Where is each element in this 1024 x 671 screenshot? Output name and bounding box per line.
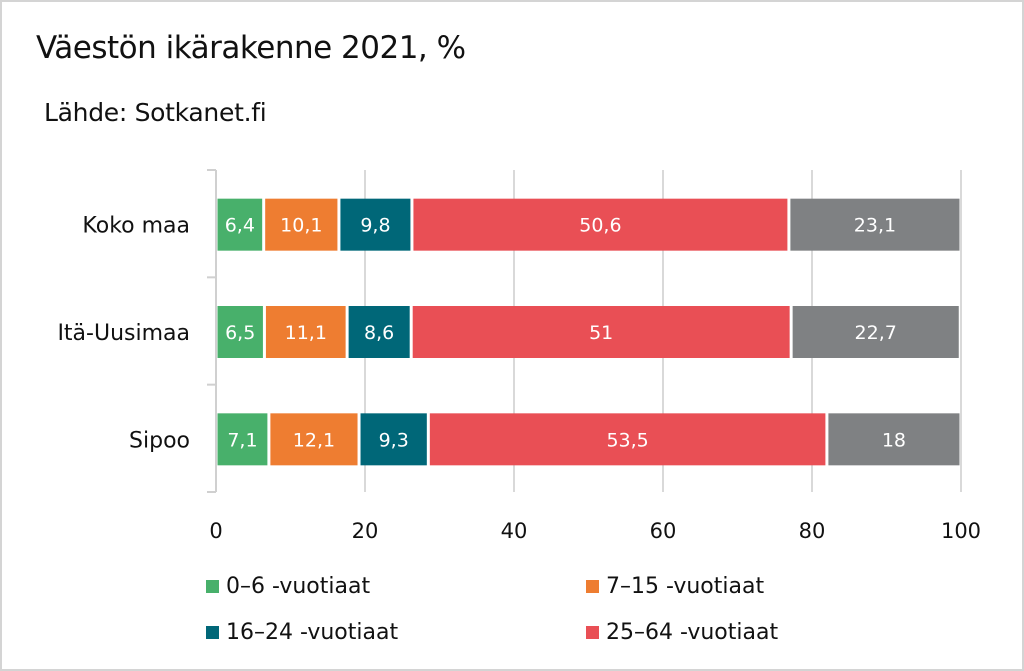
bar-segment bbox=[828, 413, 960, 466]
legend-swatch bbox=[586, 626, 599, 639]
x-tick-label: 100 bbox=[941, 519, 981, 543]
data-label: 10,1 bbox=[280, 215, 322, 237]
data-label: 11,1 bbox=[285, 322, 327, 344]
bar-segment bbox=[217, 413, 268, 466]
data-label: 22,7 bbox=[855, 322, 897, 344]
data-label: 23,1 bbox=[854, 215, 896, 237]
bar-segment bbox=[429, 413, 826, 466]
legend-item: 0–6 -vuotiaat bbox=[206, 574, 370, 599]
bar-segment bbox=[265, 198, 338, 251]
x-tick-label: 20 bbox=[352, 519, 379, 543]
bar-segment bbox=[412, 306, 790, 358]
data-label: 50,6 bbox=[579, 215, 621, 237]
bar-segment bbox=[792, 306, 959, 358]
data-label: 9,3 bbox=[379, 429, 409, 451]
chart-title: Väestön ikärakenne 2021, % bbox=[36, 30, 466, 66]
category-label: Koko maa bbox=[82, 214, 190, 239]
chart-subtitle: Lähde: Sotkanet.fi bbox=[44, 98, 267, 127]
category-label: Itä-Uusimaa bbox=[57, 321, 190, 346]
data-label: 9,8 bbox=[360, 215, 390, 237]
legend-swatch bbox=[586, 580, 599, 593]
data-label: 51 bbox=[589, 322, 613, 344]
legend-label: 25–64 -vuotiaat bbox=[606, 620, 779, 645]
legend-label: 16–24 -vuotiaat bbox=[226, 620, 399, 645]
legend-swatch bbox=[206, 626, 219, 639]
legend-swatch bbox=[206, 580, 219, 593]
data-label: 6,5 bbox=[225, 322, 255, 344]
legend-label: 7–15 -vuotiaat bbox=[606, 574, 765, 599]
data-label: 12,1 bbox=[293, 429, 335, 451]
legend-item: 7–15 -vuotiaat bbox=[586, 574, 764, 599]
bar-segment bbox=[348, 306, 410, 358]
bar-segment bbox=[790, 198, 960, 251]
data-label: 7,1 bbox=[227, 429, 257, 451]
bar-segment bbox=[270, 413, 358, 466]
data-label: 6,4 bbox=[225, 215, 255, 237]
category-label: Sipoo bbox=[129, 428, 190, 453]
data-label: 8,6 bbox=[364, 322, 394, 344]
x-tick-label: 40 bbox=[501, 519, 528, 543]
bar-segment bbox=[413, 198, 788, 251]
bar-segment bbox=[340, 198, 411, 251]
data-label: 53,5 bbox=[606, 429, 648, 451]
bar-segment bbox=[360, 413, 427, 466]
x-tick-label: 0 bbox=[209, 519, 222, 543]
bar-segment bbox=[265, 306, 346, 358]
bar-segment bbox=[217, 198, 263, 251]
x-tick-label: 60 bbox=[650, 519, 677, 543]
x-tick-label: 80 bbox=[799, 519, 826, 543]
data-label: 18 bbox=[882, 429, 906, 451]
legend-item: 25–64 -vuotiaat bbox=[586, 620, 778, 645]
bar-segment bbox=[217, 306, 263, 358]
legend-label: 0–6 -vuotiaat bbox=[226, 574, 371, 599]
legend-item: 16–24 -vuotiaat bbox=[206, 620, 398, 645]
